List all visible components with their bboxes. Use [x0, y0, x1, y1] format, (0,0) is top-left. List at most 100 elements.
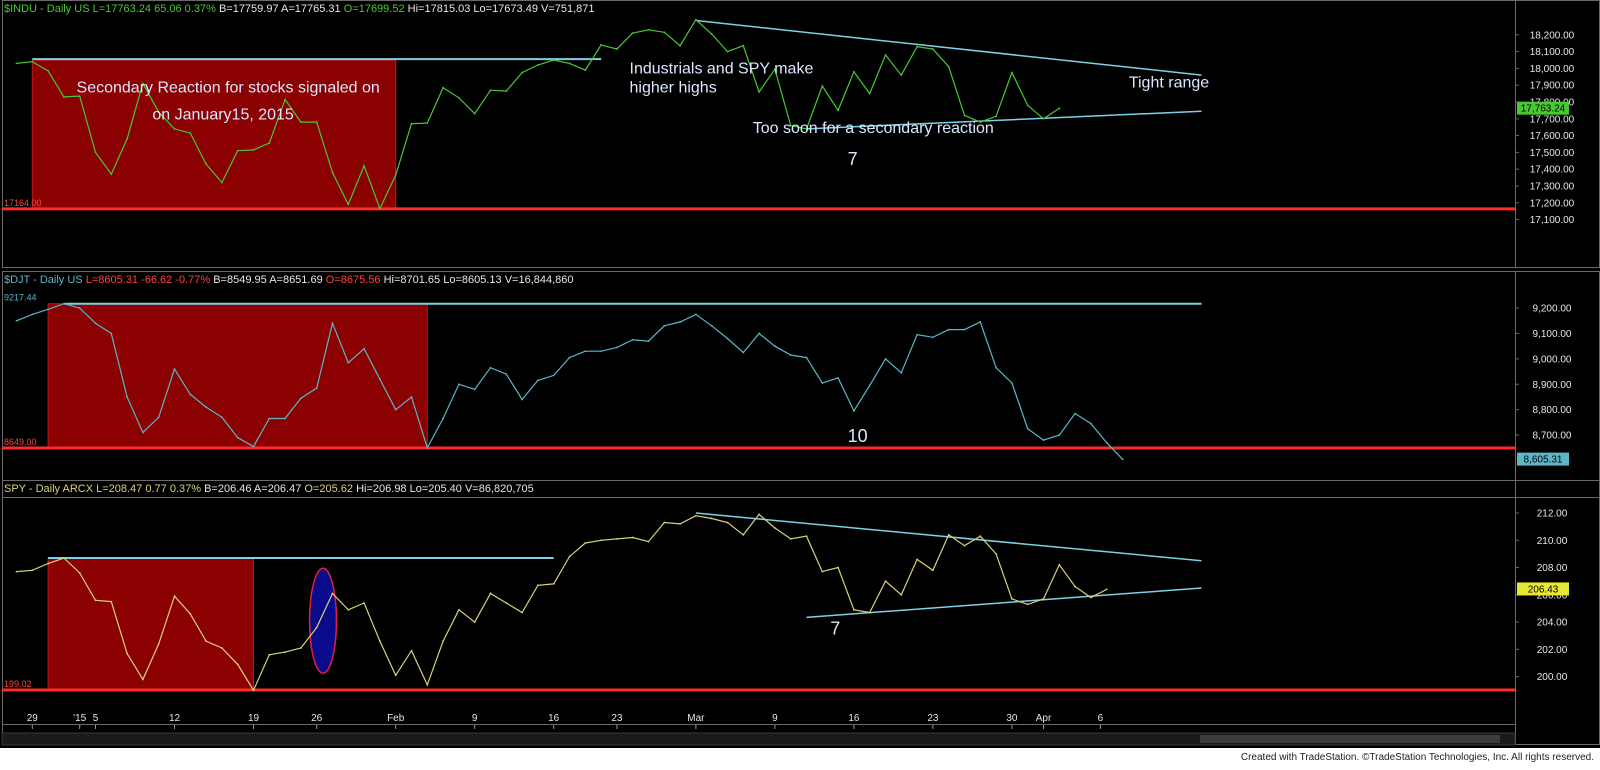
data-point — [1011, 598, 1013, 600]
price-tick-label: 17,900.00 — [1530, 81, 1575, 92]
data-point — [1026, 427, 1029, 430]
annotation-number: 7 — [848, 149, 858, 169]
date-tick-label: 16 — [548, 713, 560, 724]
data-point — [110, 600, 113, 603]
panel-header: SPY - Daily ARCX L=208.47 0.77 0.37% B=2… — [4, 483, 534, 495]
data-point — [947, 328, 950, 331]
support-value-tag: 8649.00 — [4, 437, 37, 447]
price-tick-label: 204.00 — [1537, 618, 1568, 629]
last-price-label: 8,605.31 — [1524, 455, 1563, 466]
data-point — [505, 90, 508, 92]
data-point — [837, 377, 839, 379]
data-point — [568, 62, 571, 65]
data-point — [189, 613, 192, 615]
data-point — [173, 368, 176, 370]
data-point — [616, 48, 618, 50]
horizontal-scrollbar[interactable] — [1, 732, 1516, 746]
footer-strip — [0, 748, 1600, 765]
secondary-reaction-box — [47, 557, 254, 691]
data-point — [979, 121, 982, 124]
data-point — [868, 611, 871, 614]
data-point — [410, 396, 413, 398]
data-point — [394, 674, 397, 677]
price-tick-label: 9,000.00 — [1533, 354, 1572, 365]
data-point — [410, 649, 413, 652]
data-point — [1058, 563, 1061, 566]
data-point — [837, 109, 839, 112]
header-field: Hi=17815.03 Lo=17673.49 V=751,871 — [408, 3, 595, 15]
data-point — [1011, 382, 1013, 384]
data-point — [600, 539, 602, 542]
data-point — [695, 514, 697, 517]
price-tick-label: 206.00 — [1537, 590, 1568, 601]
panel-header: $INDU - Daily US L=17763.24 65.06 0.37% … — [4, 3, 595, 15]
data-point — [1026, 603, 1029, 606]
data-point — [142, 678, 144, 681]
date-tick-label: '15 — [73, 713, 86, 724]
data-point — [947, 533, 950, 536]
data-point — [505, 602, 508, 604]
data-point — [426, 683, 429, 686]
last-price-badge — [1517, 101, 1569, 115]
data-point — [126, 652, 128, 655]
data-point — [15, 570, 18, 573]
header-field: B=17759.97 A=17765.31 — [219, 3, 344, 15]
data-point — [742, 44, 745, 47]
panel-header: $DJT - Daily US L=8605.31 -66.62 -0.77% … — [4, 274, 574, 286]
price-axis-djt: 8,700.00 8,800.00 8,900.00 9,000.00 9,100.00… — [1515, 304, 1572, 442]
price-tick-label: 18,000.00 — [1530, 64, 1575, 75]
annotation-text: higher highs — [630, 80, 717, 97]
top-value-tag: 9217.44 — [4, 293, 37, 303]
data-point — [726, 337, 729, 340]
date-tick-label: 12 — [169, 713, 181, 724]
data-point — [315, 121, 318, 124]
data-point — [821, 382, 824, 384]
data-point — [63, 96, 65, 98]
data-point — [284, 651, 286, 653]
date-tick-label: 29 — [27, 713, 39, 724]
panel-spy: SPY - Daily ARCX L=208.47 0.77 0.37% B=2… — [2, 480, 1600, 745]
data-point — [236, 436, 239, 439]
scrollbar-thumb[interactable] — [1200, 735, 1500, 743]
date-tick-label: Mar — [687, 713, 705, 724]
price-tick-label: 212.00 — [1537, 509, 1568, 520]
data-point — [78, 95, 81, 98]
header-field: O=17699.52 — [344, 3, 408, 15]
date-tick-label: Apr — [1036, 713, 1052, 724]
data-point — [94, 322, 97, 325]
data-point — [742, 351, 745, 354]
data-point — [631, 338, 634, 341]
data-point — [426, 122, 429, 124]
data-point — [631, 32, 634, 35]
data-point — [1090, 596, 1092, 599]
data-point — [679, 321, 681, 323]
data-point — [1074, 412, 1076, 415]
series-points-djt — [15, 302, 1124, 461]
annotation-text: Tight range — [1129, 75, 1209, 92]
data-point — [963, 114, 966, 117]
data-point — [268, 653, 271, 656]
price-tick-label: 8,700.00 — [1533, 431, 1572, 442]
data-point — [347, 608, 350, 611]
data-point — [347, 361, 350, 364]
data-point — [695, 313, 697, 316]
data-point — [426, 446, 429, 449]
data-point — [394, 408, 397, 411]
data-point — [853, 70, 855, 73]
date-axis: 29 '15 5 12 19 26 Feb 9 16 23 Mar 9 16 23 30 Apr 6 — [1, 713, 1516, 746]
data-point — [600, 350, 602, 353]
support-value-tag: 17164.00 — [4, 198, 42, 208]
data-point — [221, 416, 223, 419]
data-point — [710, 33, 713, 35]
data-point — [379, 207, 381, 210]
footer-credit: Created with TradeStation. ©TradeStation… — [1240, 752, 1594, 763]
price-axis-spy: 200.00 202.00 204.00 206.00 208.00 210.00 212.… — [1515, 509, 1568, 683]
data-point — [758, 91, 760, 93]
data-point — [552, 374, 555, 377]
data-point — [473, 621, 476, 623]
data-point — [789, 538, 792, 540]
data-point — [126, 396, 128, 398]
data-point — [884, 357, 887, 360]
data-point — [932, 569, 934, 572]
